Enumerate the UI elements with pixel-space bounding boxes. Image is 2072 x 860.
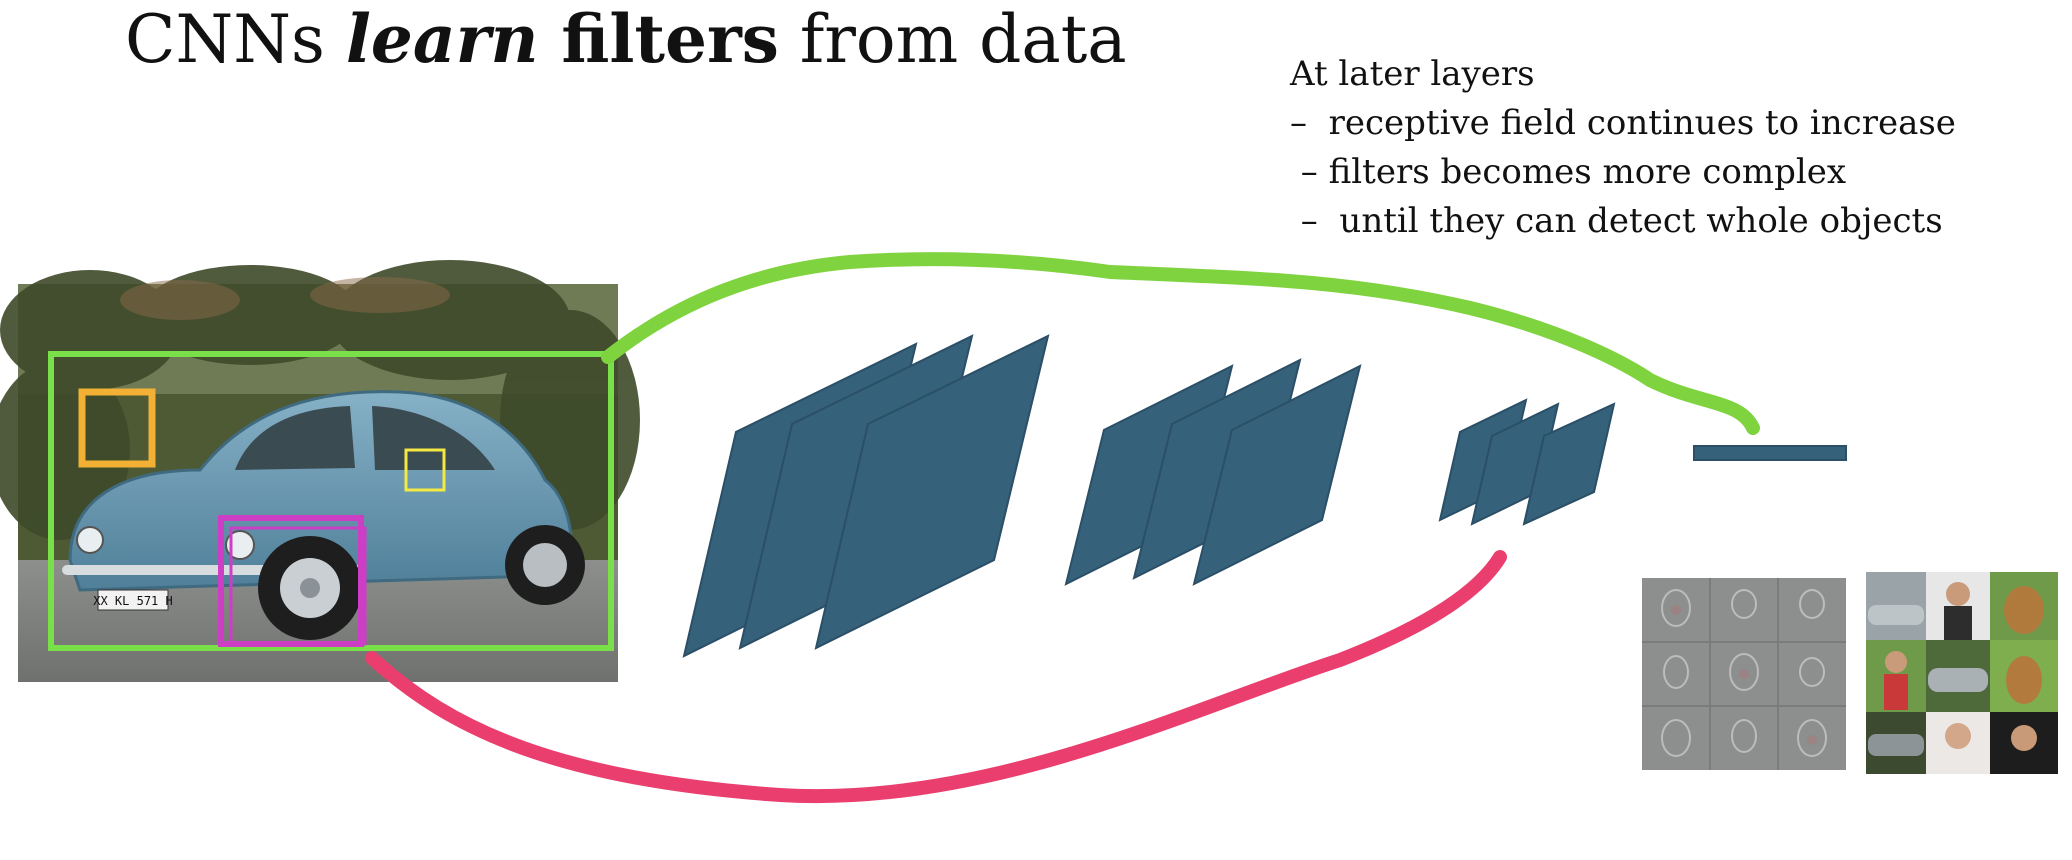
small-receptive-box (78, 388, 156, 468)
notes-line-2: – filters becomes more complex (1290, 152, 1847, 192)
license-plate-text: XX KL 571 H (93, 594, 172, 608)
title-part-rest: from data (778, 1, 1127, 78)
tiny-receptive-box (404, 448, 446, 492)
pink-connection-curve (365, 550, 1507, 804)
title-part-learn: learn (345, 0, 539, 78)
layer-group-2 (1064, 358, 1362, 586)
whole-object-receptive-box (48, 351, 614, 651)
green-connection-curve (601, 252, 1760, 435)
mid-receptive-box-inner (229, 526, 367, 646)
filter-visualization-grid (1642, 578, 1846, 770)
object-examples-grid (1866, 572, 2058, 774)
slide-title: CNNs learn filters from data (125, 0, 1127, 79)
notes-line-3: – until they can detect whole objects (1290, 201, 1943, 241)
layer-group-1 (682, 334, 1050, 658)
car-photo: XX KL 571 H (0, 260, 640, 682)
title-part-cnns: CNNs (125, 1, 346, 78)
notes-heading: At later layers (1290, 54, 1535, 94)
notes-line-1: – receptive field continues to increase (1290, 103, 1956, 143)
fully-connected-layer (1693, 445, 1847, 461)
later-layers-notes: At later layers – receptive field contin… (1290, 50, 1956, 246)
layer-group-3 (1438, 398, 1616, 526)
title-part-filters: filters (538, 0, 779, 78)
